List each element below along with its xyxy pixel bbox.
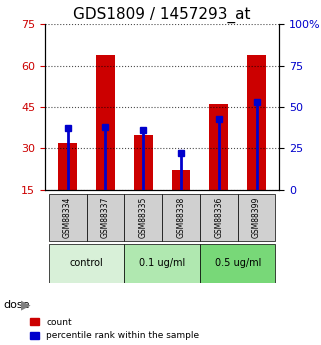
Text: GSM88399: GSM88399 [252, 197, 261, 238]
Bar [247, 55, 266, 190]
FancyBboxPatch shape [238, 194, 275, 241]
Bar [209, 104, 228, 190]
Legend: count, percentile rank within the sample: count, percentile rank within the sample [30, 318, 200, 341]
FancyBboxPatch shape [124, 244, 200, 283]
Text: control: control [70, 258, 103, 268]
Bar [171, 170, 190, 190]
FancyBboxPatch shape [124, 194, 162, 241]
FancyBboxPatch shape [162, 194, 200, 241]
Text: GSM88337: GSM88337 [101, 197, 110, 238]
FancyBboxPatch shape [49, 194, 87, 241]
Bar [134, 135, 153, 190]
FancyBboxPatch shape [49, 244, 124, 283]
FancyBboxPatch shape [200, 194, 238, 241]
Bar [96, 55, 115, 190]
Text: 0.1 ug/ml: 0.1 ug/ml [139, 258, 185, 268]
Text: 0.5 ug/ml: 0.5 ug/ml [214, 258, 261, 268]
Text: GSM88335: GSM88335 [139, 197, 148, 238]
Title: GDS1809 / 1457293_at: GDS1809 / 1457293_at [74, 7, 251, 23]
Text: ▶: ▶ [21, 299, 30, 312]
Text: GSM88334: GSM88334 [63, 197, 72, 238]
FancyBboxPatch shape [200, 244, 275, 283]
Bar [58, 143, 77, 190]
Text: dose: dose [3, 300, 30, 310]
Text: GSM88336: GSM88336 [214, 197, 223, 238]
FancyBboxPatch shape [87, 194, 124, 241]
Text: GSM88338: GSM88338 [177, 197, 186, 238]
